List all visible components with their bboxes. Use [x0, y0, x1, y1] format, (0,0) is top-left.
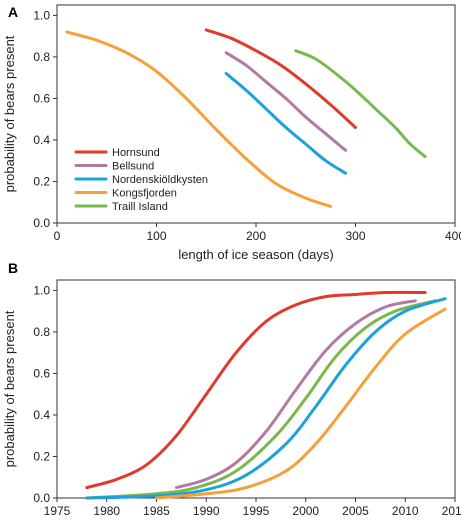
panel-b-y-tick-label: 0.4: [33, 408, 50, 422]
panel-a-y-tick-label: 1.0: [33, 8, 50, 22]
panel-b-y-axis-label: probability of bears present: [2, 310, 17, 467]
panel-b-y-tick-label: 0.2: [33, 449, 50, 463]
panel-b-series-line-4: [85, 297, 447, 500]
panel-b-x-tick-label: 1980: [93, 504, 120, 518]
panel-a-y-tick-label: 0.8: [33, 50, 50, 64]
panel-b-series-line-2: [174, 299, 417, 490]
panel-b-chart: B 0.0 0.2 0.4 0.6 0.8 1.0 1975 1980 1985 1990 1995 2…: [2, 260, 461, 518]
panel-a-x-tick-label: 400: [445, 229, 461, 243]
panel-b-x-tick-label: 1975: [44, 504, 71, 518]
panel-a-y-tick-label: 0.6: [33, 91, 50, 105]
panel-a-x-tick-label: 100: [146, 229, 166, 243]
panel-b-y-tick-label: 0.6: [33, 366, 50, 380]
panel-a-y-axis-label: probability of bears present: [2, 35, 17, 192]
panel-b-x-tick-label: 2015: [442, 504, 461, 518]
panel-a-series-line-3: [224, 72, 348, 175]
panel-a-x-tick-label: 300: [345, 229, 365, 243]
panel-b-x-tick-label: 2000: [292, 504, 319, 518]
panel-b-series-line-1: [85, 290, 427, 490]
panel-a-y-tick-label: 0.0: [33, 216, 50, 230]
panel-b-x-tick-label: 1995: [243, 504, 270, 518]
panel-a-series-line-4: [65, 30, 333, 208]
panel-b-x-tick-label: 2005: [342, 504, 369, 518]
panel-a-y-tick-label: 0.2: [33, 174, 50, 188]
panel-b-series-line-3: [85, 299, 437, 500]
panel-a-y-tick-label: 0.4: [33, 133, 50, 147]
panel-b-y-tick-label: 0.0: [33, 491, 50, 505]
legend-label: Hornsund: [112, 147, 160, 159]
panel-b-series-line-5: [155, 307, 447, 500]
panel-a-x-axis-label: length of ice season (days): [178, 247, 333, 262]
panel-b-x-tick-label: 1985: [143, 504, 170, 518]
legend-label: Kongsfjorden: [112, 188, 177, 200]
panel-a-letter: A: [8, 4, 18, 20]
panel-b-x-tick-label: 1990: [193, 504, 220, 518]
panel-a-x-tick-label: 0: [54, 229, 61, 243]
panel-a-series-line-5: [294, 49, 427, 159]
panel-a-chart: A 0.0 0.2 0.4 0.6 0.8 1.0 0 100 200 300 400 length o…: [2, 4, 461, 262]
panel-a-series-line-2: [224, 51, 348, 152]
panel-a-x-tick-label: 200: [246, 229, 266, 243]
legend-label: Bellsund: [112, 161, 154, 173]
panel-a-series-line-1: [204, 28, 357, 129]
panel-b-x-tick-label: 2010: [392, 504, 419, 518]
panel-b-letter: B: [8, 260, 18, 276]
legend-label: Nordenskiöldkysten: [112, 174, 208, 186]
panel-b-y-tick-label: 1.0: [33, 283, 50, 297]
legend-label: Traill Island: [112, 201, 168, 213]
panel-b-y-tick-label: 0.8: [33, 325, 50, 339]
